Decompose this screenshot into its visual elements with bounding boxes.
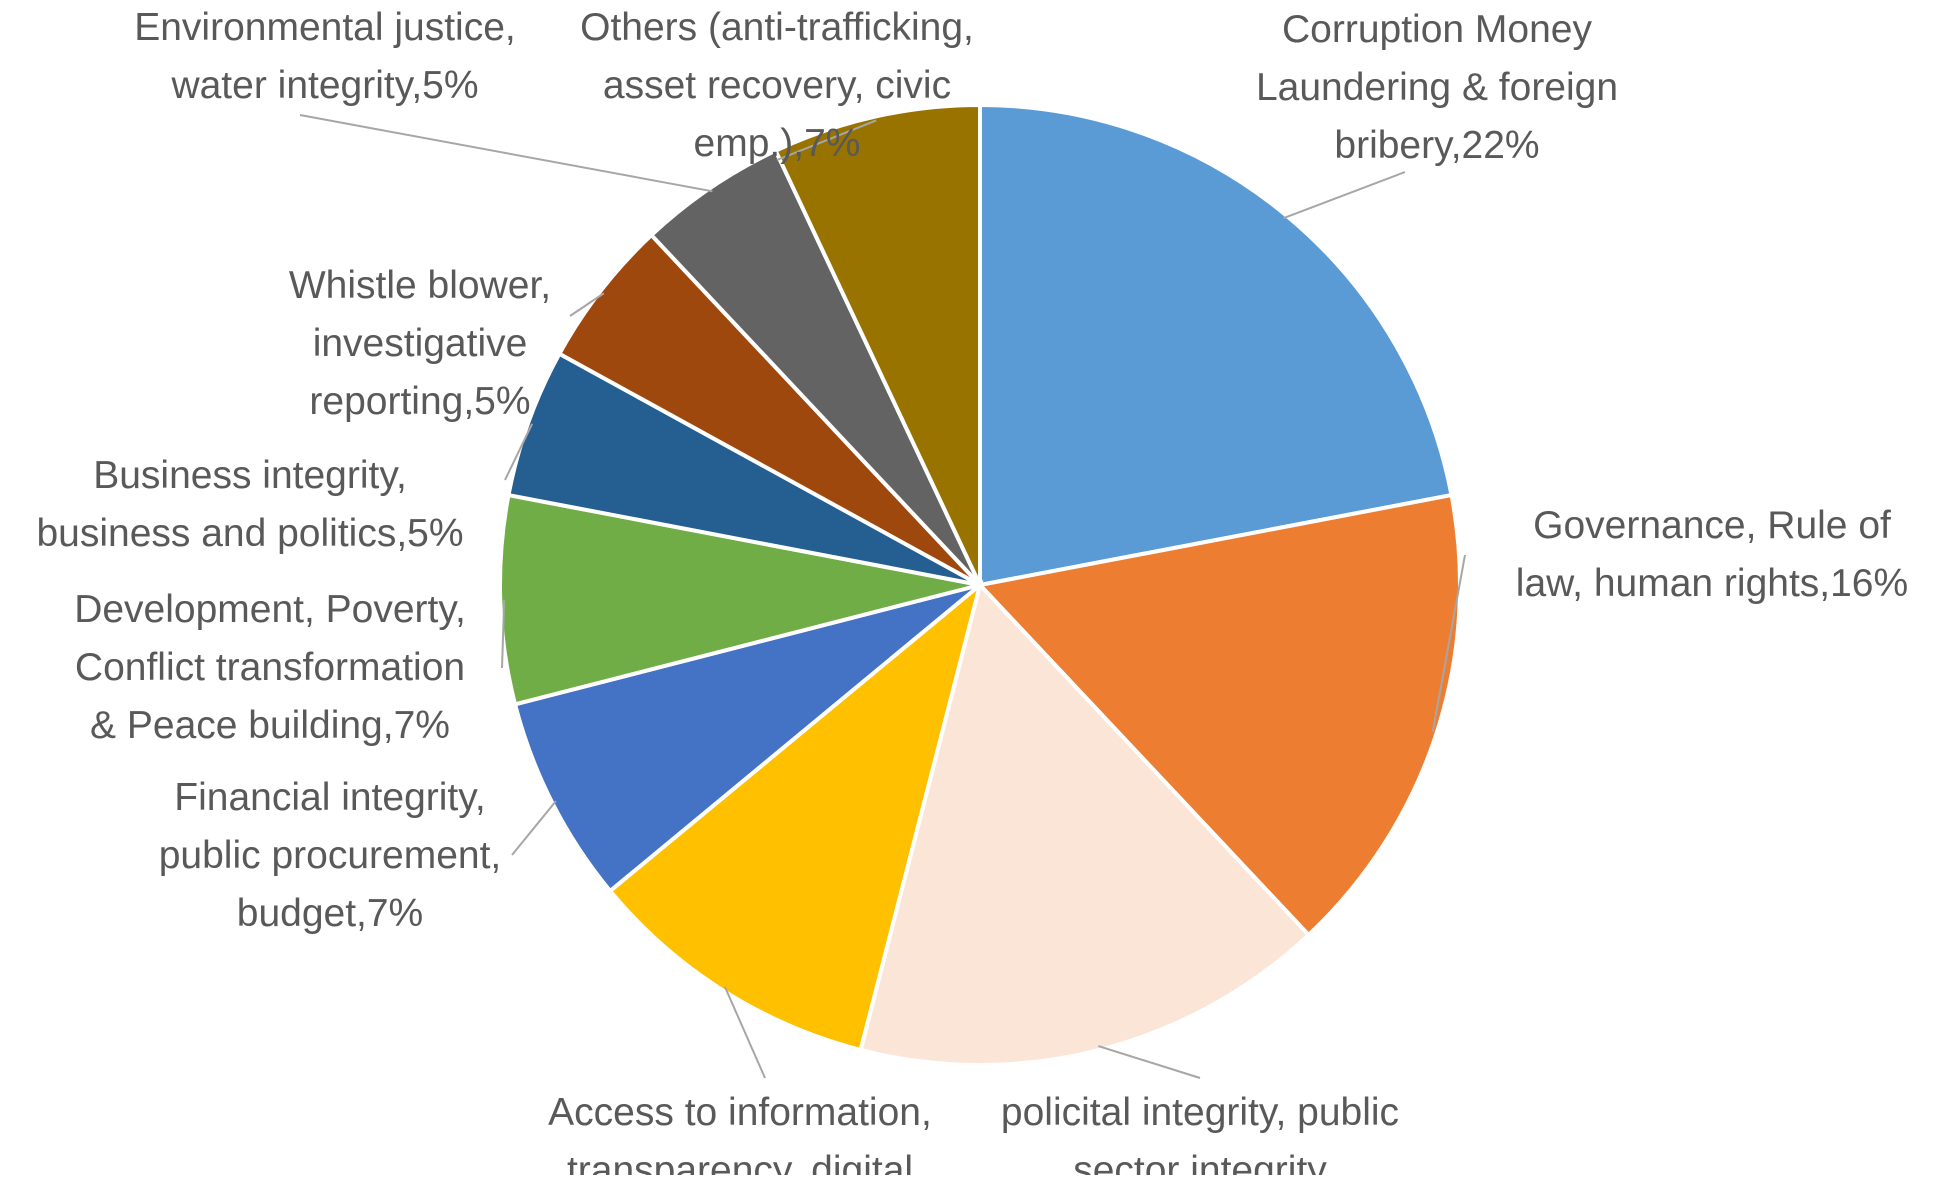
data-label-corruption-money-laundering-foreign-brib: Corruption Money Laundering & foreign brib… [1256,8,1618,167]
data-label-line: Whistle blower, [289,264,551,307]
leader-line-environmental-justice-water-integrity [299,114,713,193]
data-label-line: Financial integrity, [174,776,485,819]
data-label-development-poverty-conflict-transformat: Development, Poverty, Conflict transforma… [74,588,466,747]
data-label-line: emp.),7% [694,122,861,165]
pie-slice-policital-integrity-public-sector-integr [858,580,1312,1067]
data-label-line: investigative [313,322,528,365]
data-label-line: Others (anti-trafficking, [580,6,974,49]
pie-slice-governance-rule-of-law-human-rights [976,492,1462,938]
leader-line-whistle-blower-investigative-reporting [569,292,605,317]
data-label-line: Governance, Rule of [1533,504,1891,547]
data-label-line: Access to information, [548,1091,932,1134]
pie-slice-financial-integrity-public-procurement-b [512,583,982,894]
pie-slice-business-integrity-business-and-politics [506,351,981,587]
leader-lines-layer [299,114,1466,1079]
data-label-line: Development, Poverty, [74,588,466,631]
leader-line-access-to-information-transparency-digit [724,986,766,1079]
leader-line-business-integrity-business-and-politics [504,423,534,481]
leader-line-governance-rule-of-law-human-rights [1431,554,1466,733]
data-label-line: transparency, digital [567,1149,913,1175]
pie-slice-corruption-money-laundering-foreign-brib [978,102,1454,588]
data-label-line: public procurement, [159,834,502,877]
data-label-business-integrity-business-and-politics: Business integrity, business and politics… [36,454,463,555]
data-label-line: reporting,5% [309,380,530,423]
leader-line-others-anti-trafficking-asset-recovery-c [776,119,877,161]
data-label-financial-integrity-public-procurement-b: Financial integrity, public procurement, b… [159,776,502,935]
data-label-line: Business integrity, [93,454,407,497]
data-labels-layer: Corruption Money Laundering & foreign brib… [36,6,1908,1180]
pie-slice-others-anti-trafficking-asset-recovery-c [772,102,982,586]
pie-slice-development-poverty-conflict-transformat [498,492,981,707]
slices-layer [498,102,1462,1067]
data-label-policital-integrity-public-sector-integr: policital integrity, public sector integr… [1001,1091,1399,1175]
data-label-line: policital integrity, public [1001,1091,1399,1134]
leader-line-development-poverty-conflict-transformat [501,599,506,669]
pie-slice-access-to-information-transparency-digit [607,579,984,1053]
data-label-line: Corruption Money [1282,8,1592,51]
data-label-line: Environmental justice, [134,6,516,49]
data-label-line: sector integrity [1073,1149,1327,1175]
data-label-line: water integrity,5% [170,64,478,107]
data-label-line: business and politics,5% [36,512,463,555]
data-label-environmental-justice-water-integrity: Environmental justice, water integrity,5% [134,6,516,107]
leader-line-policital-integrity-public-sector-integr [1098,1045,1201,1079]
data-label-governance-rule-of-law-human-rights: Governance, Rule of law, human rights,16% [1516,504,1908,605]
leader-line-corruption-money-laundering-foreign-brib [1283,171,1406,220]
pie-slice-whistle-blower-investigative-reporting [556,232,982,587]
data-label-line: & Peace building,7% [90,704,450,747]
data-label-whistle-blower-investigative-reporting: Whistle blower, investigative reporting,5% [289,264,551,423]
data-label-line: asset recovery, civic [603,64,951,107]
data-label-line: Conflict transformation [75,646,465,689]
data-label-line: budget,7% [237,892,424,935]
data-label-line: bribery,22% [1334,124,1539,167]
data-label-line: law, human rights,16% [1516,562,1908,605]
data-label-access-to-information-transparency-digit: Access to information, transparency, digi… [548,1091,932,1175]
leader-line-financial-integrity-public-procurement-b [511,800,557,856]
data-label-others-anti-trafficking-asset-recovery-c: Others (anti-trafficking, asset recovery,… [580,6,974,165]
pie-slice-environmental-justice-water-integrity [648,148,982,587]
data-label-line: Laundering & foreign [1256,66,1618,109]
